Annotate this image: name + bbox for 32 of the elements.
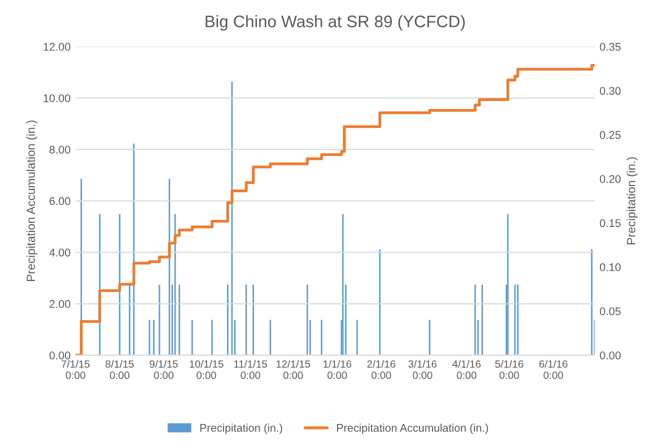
y2-tick-label: 0.30 [600,86,621,95]
y-tick-label: 12.00 [44,42,70,51]
y2-tick-label: 0.05 [600,307,621,316]
x-tick-label: 5/1/16 0:00 [495,360,524,379]
y-tick-label: 4.00 [49,248,70,256]
x-tick-label: 12/1/15 0:00 [276,360,310,379]
legend-label: Precipitation Accumulation (in.) [337,424,488,434]
y-tick-label: 10.00 [44,94,70,102]
x-tick-label: 4/1/16 0:00 [452,360,481,379]
x-tick-label: 8/1/15 0:00 [106,360,134,379]
x-tick-label: 7/1/15 0:00 [62,360,90,379]
y2-tick-label: 0.15 [600,219,621,228]
x-tick-label: 3/1/16 0:00 [408,360,437,379]
y2-tick-label: 0.20 [600,175,621,184]
y2-tick-label: 0.00 [600,351,621,360]
chart-title: Big Chino Wash at SR 89 (YCFCD) [206,15,465,31]
x-tick-label: 6/1/16 0:00 [539,360,568,379]
y-tick-label: 6.00 [50,197,70,206]
y-tick-label: 8.00 [50,146,70,154]
y-tick-label: 0.00 [50,351,70,360]
x-tick-label: 10/1/15 0:00 [190,360,224,379]
y2-axis-title: Precipitation (in.) [626,157,638,244]
x-tick-label: 2/1/16 0:00 [367,360,396,379]
x-tick-label: 11/1/15 0:00 [234,360,268,379]
y2-tick-label: 0.10 [600,263,621,272]
y-axis-title: Precipitation Accumulation (in.) [26,120,38,281]
x-tick-label: 9/1/15 0:00 [150,360,178,379]
legend-label: Precipitation (in.) [200,424,282,434]
y2-tick-label: 0.35 [600,42,621,51]
x-tick-label: 1/1/16 0:00 [324,360,352,379]
y-tick-label: 2.00 [50,300,70,308]
y2-tick-label: 0.25 [600,131,621,139]
